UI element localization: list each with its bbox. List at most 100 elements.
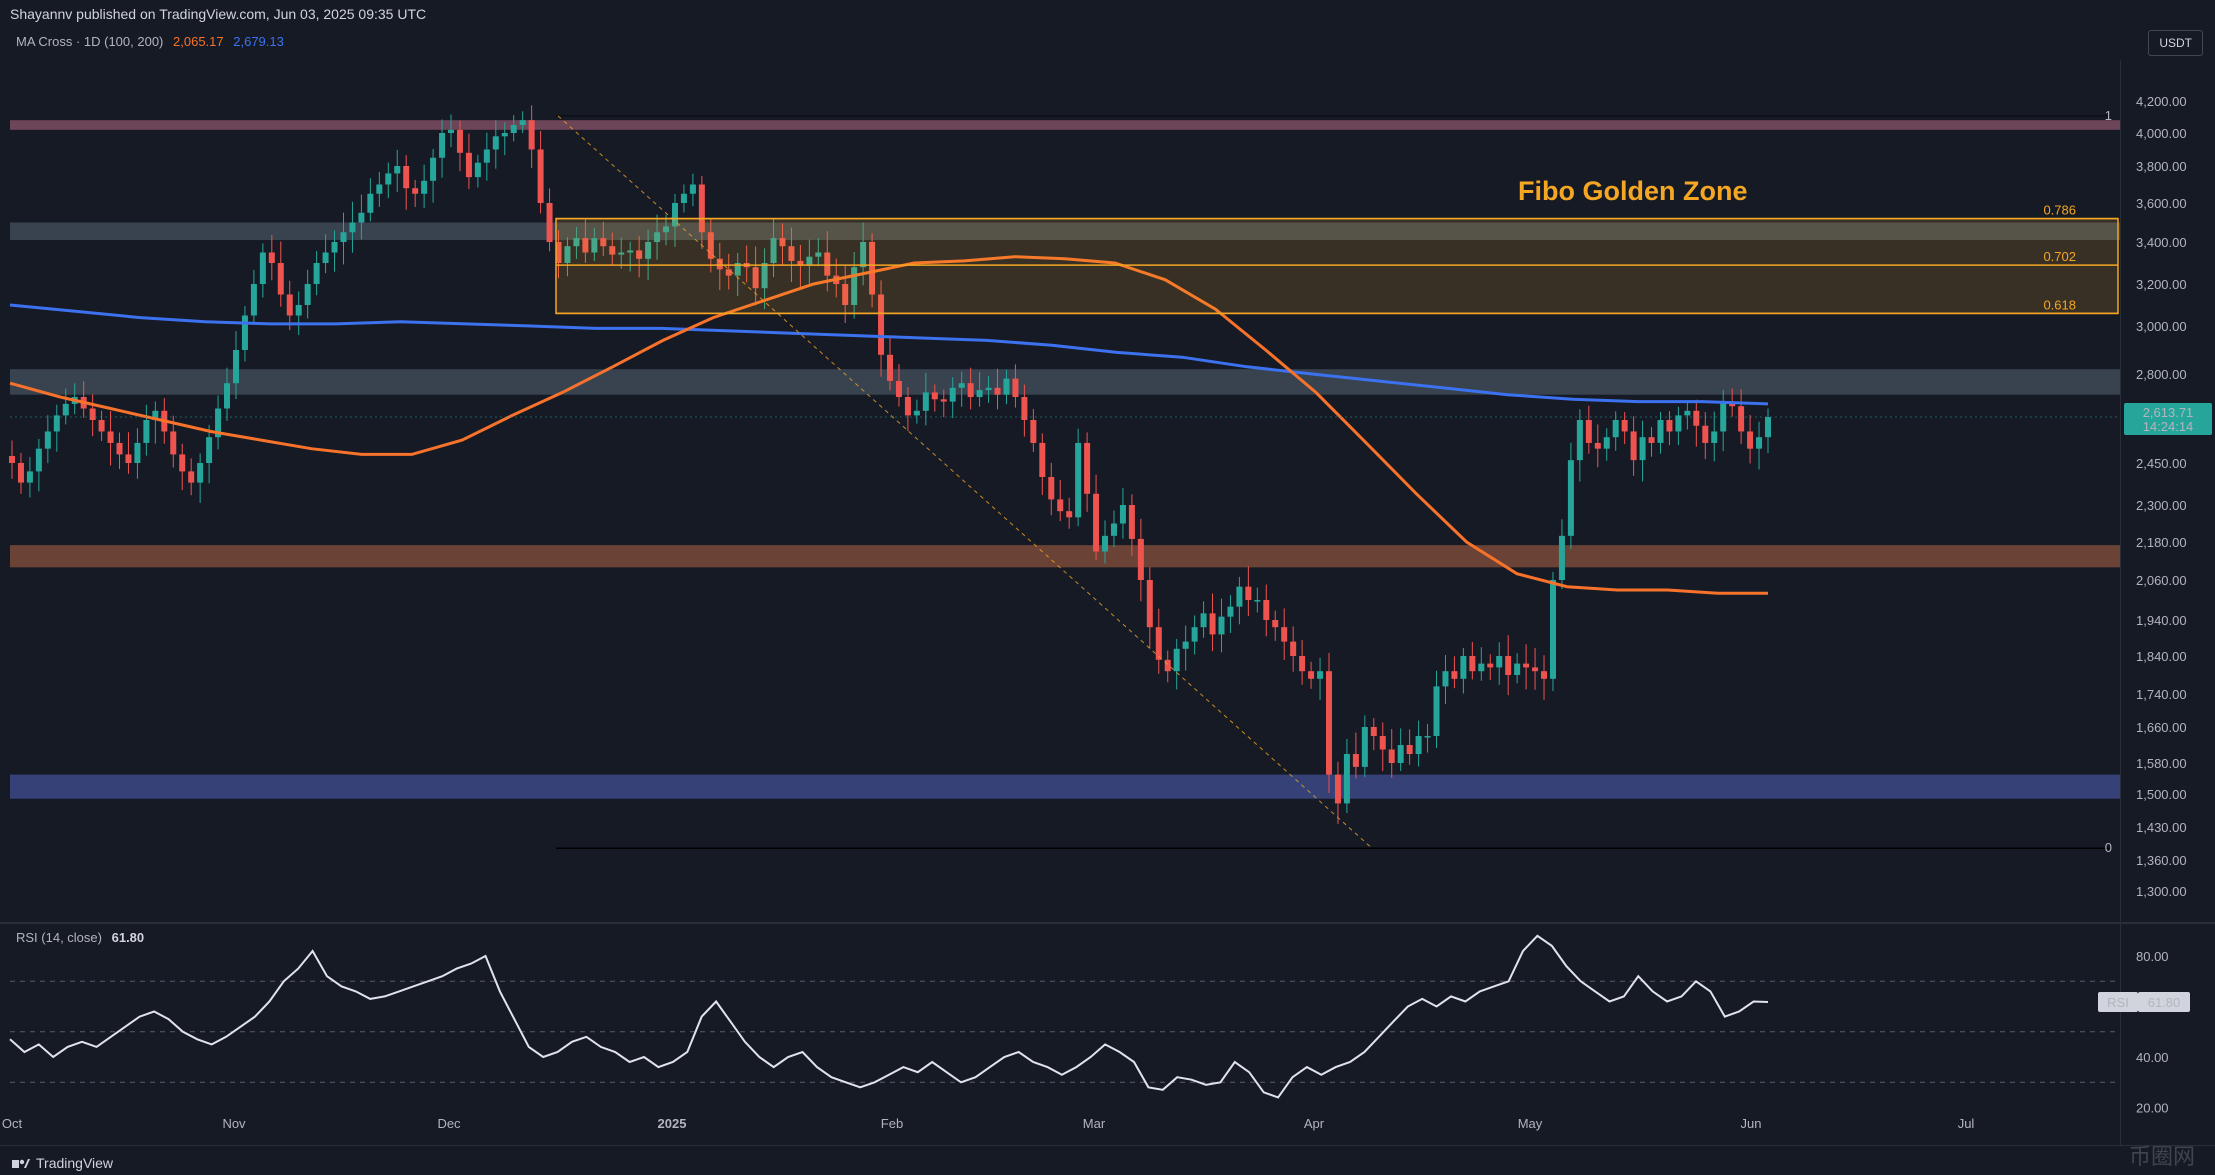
candle-body (636, 250, 643, 259)
candle-body (250, 284, 257, 316)
candle-body (1711, 431, 1718, 443)
candle-body (582, 238, 589, 253)
time-axis-label: Apr (1304, 1116, 1325, 1131)
rsi-name-tag (2098, 991, 2138, 1012)
rsi-label: RSI (14, close) (16, 930, 102, 945)
candle-body (1639, 437, 1646, 461)
candle-body (430, 157, 437, 181)
candle-body (788, 246, 795, 261)
price-tick-label: 1,300.00 (2136, 884, 2187, 899)
candle-body (654, 232, 661, 242)
rsi-tick-label: 80.00 (2136, 949, 2169, 964)
price-tick-label: 3,400.00 (2136, 235, 2187, 250)
candle-body (394, 166, 401, 174)
candle-body (367, 193, 374, 213)
fib-high-label: 1 (2105, 108, 2112, 123)
candle-body (1066, 511, 1073, 518)
candle-body (134, 442, 141, 463)
candle-body (107, 431, 114, 443)
candle-body (259, 252, 266, 284)
ma-cross-legend[interactable]: MA Cross · 1D (100, 200) 2,065.17 2,679.… (16, 34, 284, 49)
price-tick-label: 1,360.00 (2136, 853, 2187, 868)
candle-body (313, 263, 320, 284)
rsi-legend[interactable]: RSI (14, close) 61.80 (16, 930, 144, 945)
candle-body (412, 188, 419, 194)
candle-body (725, 269, 732, 276)
candle-body (1173, 648, 1180, 672)
time-axis-label: Nov (222, 1116, 246, 1131)
fib-label-0: 0.786 (2043, 203, 2076, 218)
candle-body (1146, 580, 1153, 628)
candle-body (1406, 745, 1413, 754)
candle-body (1182, 641, 1189, 649)
candle-body (215, 408, 222, 438)
fib-label-1: 0.702 (2043, 249, 2076, 264)
currency-button[interactable]: USDT (2148, 30, 2203, 56)
candle-body (815, 252, 822, 257)
candle-body (546, 203, 553, 242)
price-tick-label: 1,500.00 (2136, 787, 2187, 802)
candle-body (1433, 686, 1440, 736)
candle-body (1370, 727, 1377, 736)
candle-body (1057, 499, 1064, 512)
candle-body (224, 383, 231, 409)
candle-body (179, 454, 186, 472)
candle-body (17, 463, 24, 483)
candle-body (671, 203, 678, 227)
candle-body (349, 222, 356, 233)
candle-body (1666, 420, 1673, 432)
time-axis-label: 2025 (658, 1116, 687, 1131)
price-tick-label: 3,800.00 (2136, 159, 2187, 174)
candle-body (663, 226, 670, 233)
candle-body (922, 392, 929, 411)
publisher-line: Shayannv published on TradingView.com, J… (10, 6, 427, 22)
candle-body (1451, 671, 1458, 679)
candle-body (618, 252, 625, 255)
candle-body (474, 162, 481, 178)
candle-body (1272, 620, 1279, 628)
time-axis-label: Feb (881, 1116, 903, 1131)
candle-body (1594, 442, 1601, 449)
rsi-value-tag-text: 61.80 (2148, 995, 2181, 1010)
price-tick-label: 1,840.00 (2136, 649, 2187, 664)
candle-body (1693, 410, 1700, 426)
price-tick-label: 1,940.00 (2136, 613, 2187, 628)
candle-body (1003, 378, 1010, 395)
candle-body (591, 238, 598, 253)
candle-body (1084, 442, 1091, 494)
candle-body (1496, 656, 1503, 668)
ma-cross-label: MA Cross · 1D (100, 200) (16, 34, 164, 49)
time-axis-label: Oct (2, 1116, 23, 1131)
price-tick-label: 2,800.00 (2136, 367, 2187, 382)
candle-body (1209, 613, 1216, 635)
tradingview-logo[interactable]: TradingView (12, 1155, 113, 1171)
time-axis-label: May (1518, 1116, 1543, 1131)
candle-body (1155, 627, 1162, 660)
candle-body (931, 392, 938, 400)
candle-body (89, 408, 96, 420)
ma200-value: 2,679.13 (233, 34, 284, 49)
candle-body (376, 184, 383, 194)
price-tick-label: 4,000.00 (2136, 126, 2187, 141)
sr-zone-3 (10, 545, 2120, 568)
time-axis-label: Dec (437, 1116, 461, 1131)
fibo-golden-zone-title: Fibo Golden Zone (1518, 176, 1747, 206)
candle-body (421, 180, 428, 194)
candle-body (1747, 431, 1754, 449)
candle-body (1281, 627, 1288, 642)
price-tick-label: 4,200.00 (2136, 94, 2187, 109)
candle-body (304, 284, 311, 305)
candle-body (1102, 535, 1109, 552)
candle-body (53, 415, 60, 432)
candle-body (519, 120, 526, 125)
candle-body (698, 184, 705, 233)
candle-body (152, 410, 159, 420)
price-axis-separator (2120, 60, 2121, 1145)
candle-body (44, 431, 51, 449)
candle-body (680, 193, 687, 203)
candle-body (1119, 505, 1126, 524)
candle-body (1352, 754, 1359, 767)
candle-body (609, 246, 616, 255)
candle-body (1567, 460, 1574, 536)
